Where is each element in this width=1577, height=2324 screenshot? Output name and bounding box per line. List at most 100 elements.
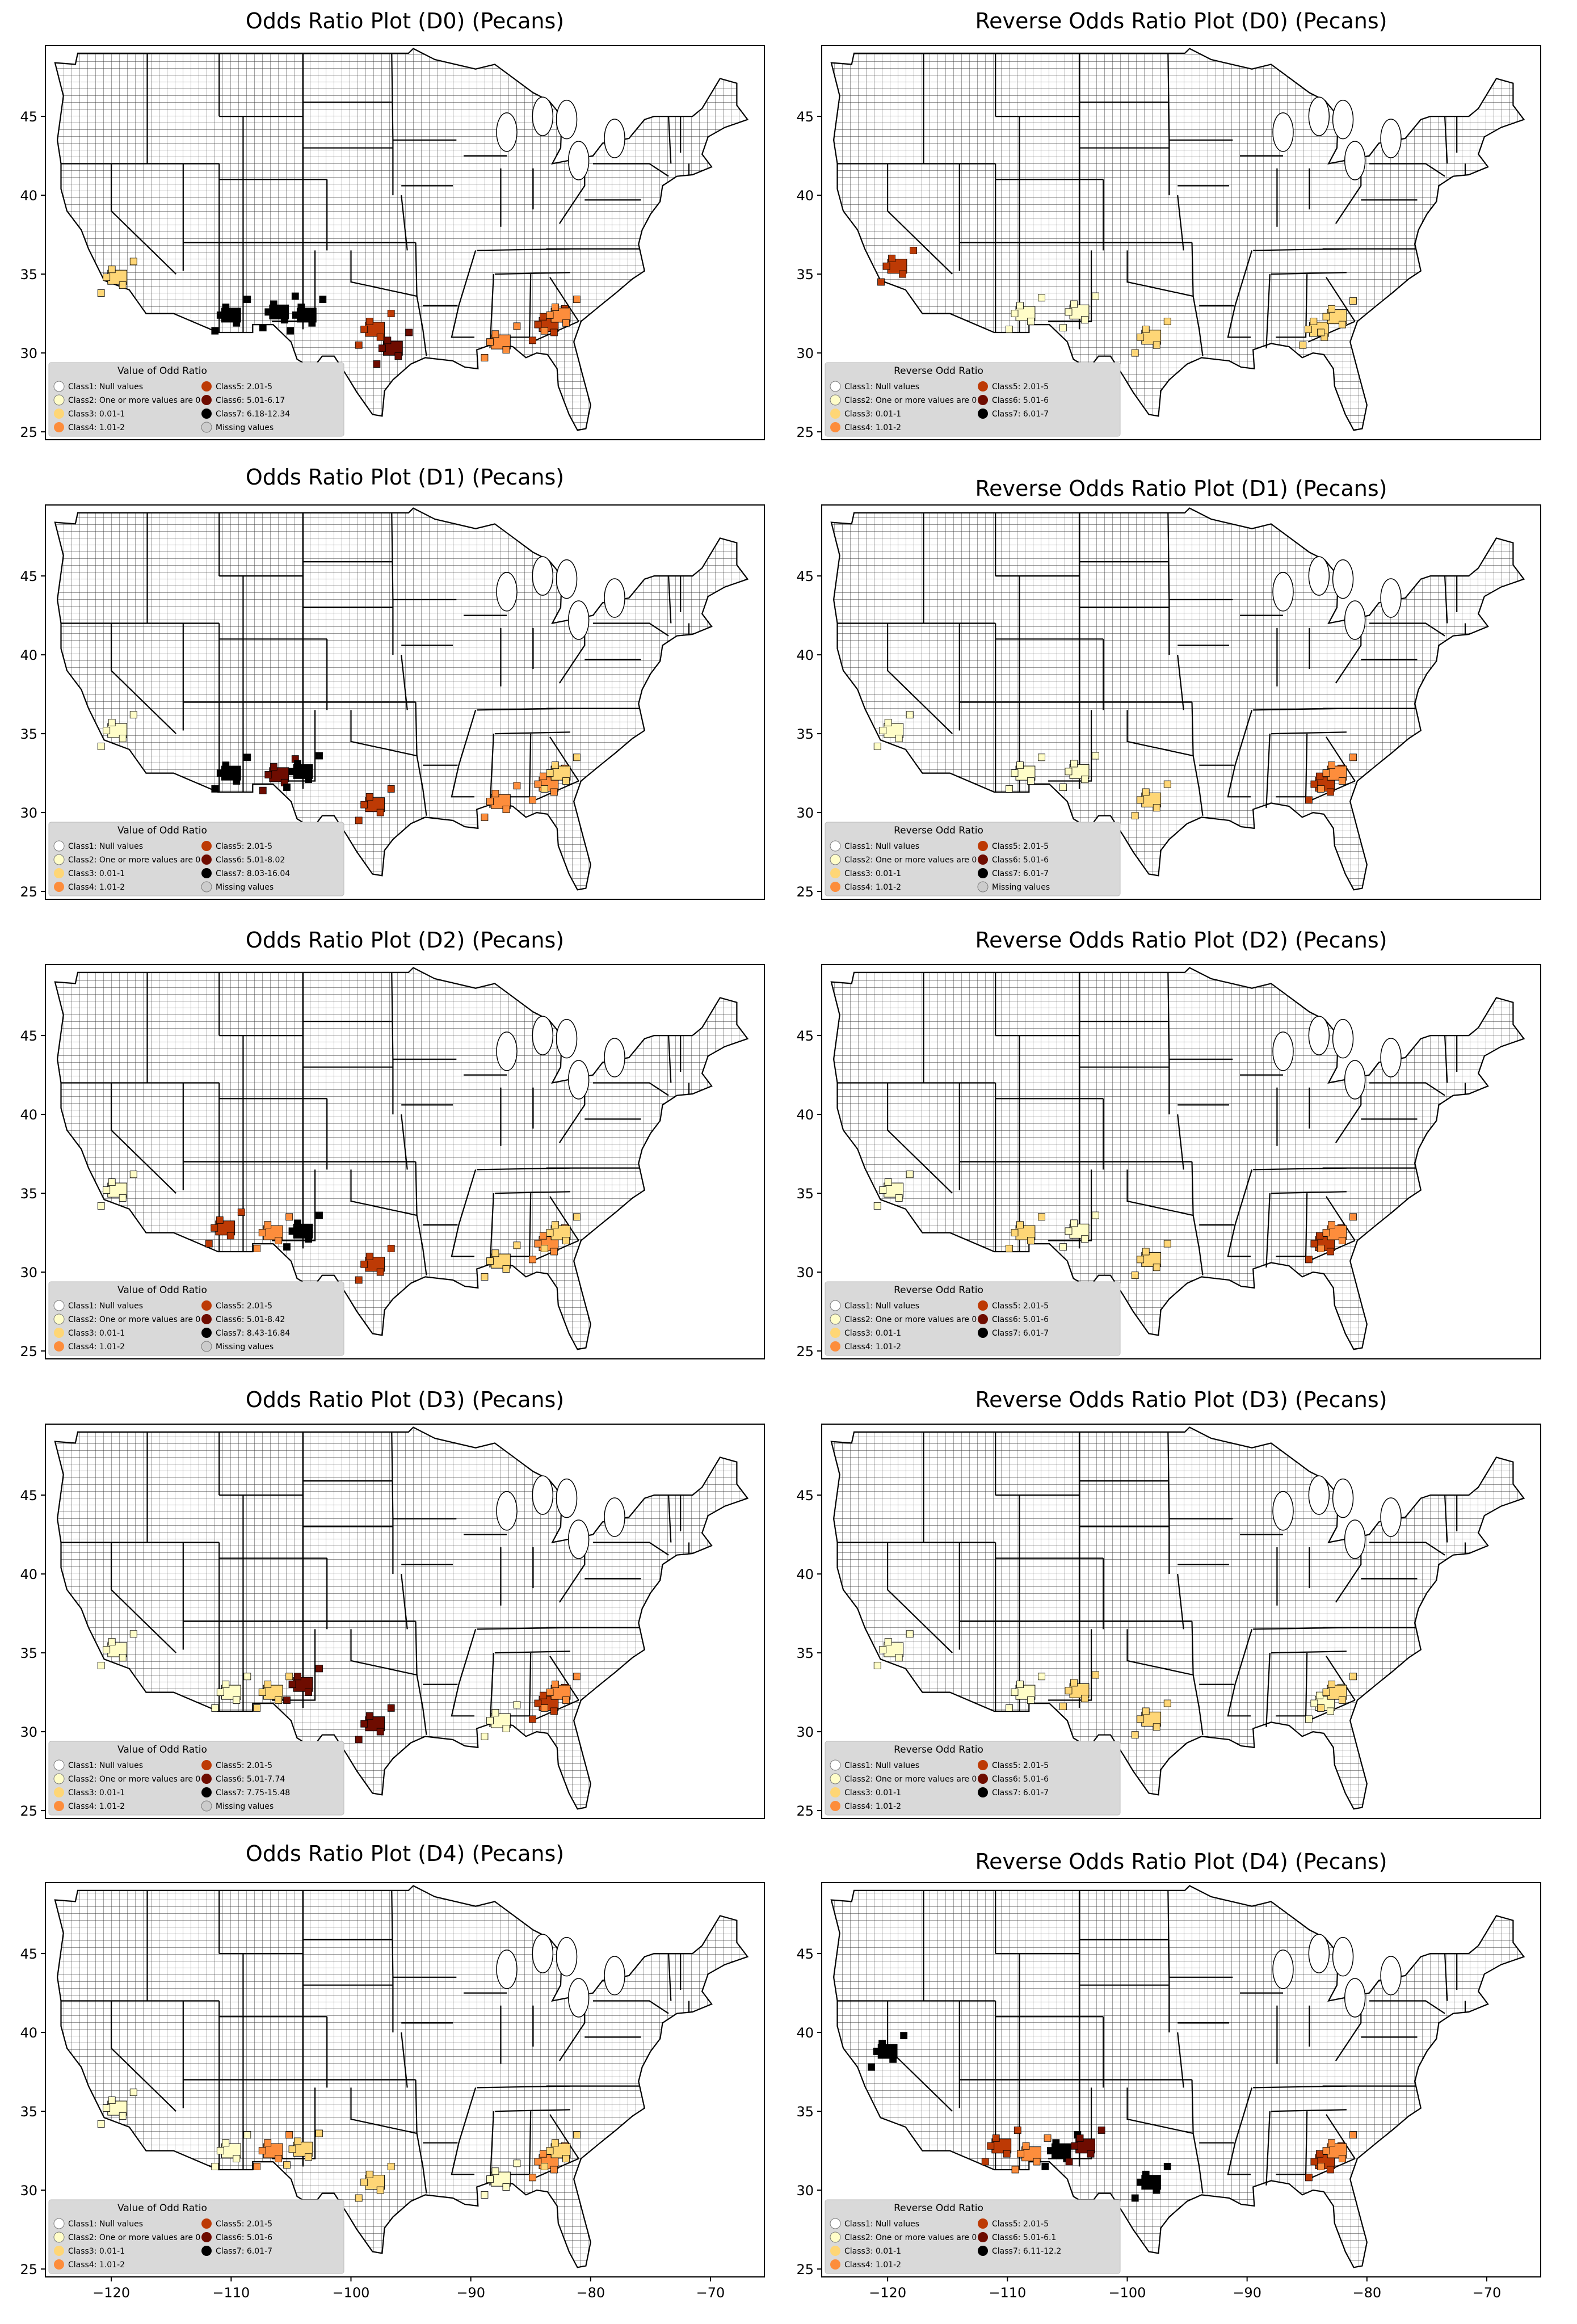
county-cell: [258, 1689, 266, 1696]
y-tick-label: 30: [796, 346, 814, 361]
county-cell: [888, 254, 895, 262]
lake: [567, 1978, 590, 2018]
state-boundary: [1369, 622, 1445, 637]
county-cell: [1011, 310, 1019, 317]
panel-title: Reverse Odds Ratio Plot (D0) (Pecans): [975, 9, 1387, 33]
legend-label: Missing values: [216, 1342, 274, 1352]
legend-marker: [201, 841, 212, 851]
y-tick-label: 25: [796, 2262, 814, 2277]
county-cell: [103, 2104, 111, 2112]
county-cell: [294, 760, 301, 768]
county-cell: [987, 2142, 995, 2150]
county-cell: [539, 1232, 547, 1240]
county-cell: [1327, 1248, 1334, 1256]
county-cell: [211, 1224, 218, 1232]
map-body: [54, 1885, 749, 2268]
county-cell: [1339, 2155, 1346, 2162]
state-boundary: [1369, 2000, 1445, 2014]
county-cell: [283, 1696, 291, 1704]
county-cell: [541, 1244, 548, 1252]
legend-marker: [201, 1787, 212, 1797]
lake: [556, 559, 578, 599]
panel-title: Reverse Odds Ratio Plot (D3) (Pecans): [975, 1387, 1387, 1412]
legend-marker: [830, 1787, 840, 1797]
county-cell: [253, 1704, 261, 1712]
county-cell: [216, 311, 224, 319]
lake: [556, 1018, 578, 1059]
county-cell: [387, 785, 395, 793]
state-boundary: [1227, 2087, 1253, 2175]
county-cell: [355, 816, 363, 824]
state-boundary: [451, 250, 477, 338]
county-cell: [1328, 305, 1335, 313]
legend: Reverse Odd Ratio Class1: Null values Clas…: [825, 822, 1121, 896]
county-cell: [1163, 1240, 1171, 1248]
county-cell: [1327, 788, 1334, 796]
county-cell: [365, 1252, 373, 1260]
state-boundary: [1369, 1082, 1445, 1096]
legend-label: Class7: 6.01-7: [992, 1329, 1049, 1338]
legend-label: Class2: One or more values are 0: [844, 1315, 977, 1324]
lake: [1344, 1060, 1366, 1100]
county-cell: [878, 2040, 886, 2047]
legend-label: Class7: 6.01-7: [216, 2247, 272, 2256]
state-boundary: [1265, 2111, 1271, 2186]
legend-marker: [53, 394, 65, 406]
state-boundary: [1177, 654, 1184, 710]
county-cell: [97, 742, 105, 750]
county-cell: [365, 318, 373, 325]
county-cell: [216, 2147, 224, 2155]
lake: [1332, 559, 1354, 599]
state-boundary: [593, 622, 669, 637]
lake: [496, 112, 518, 152]
state-boundary: [1271, 2109, 1347, 2112]
legend-marker: [830, 1773, 841, 1784]
county-cell: [237, 1209, 245, 1216]
legend-label: Class7: 6.01-7: [992, 410, 1049, 419]
legend-label: Class3: 0.01-1: [844, 410, 901, 419]
state-boundary: [668, 1035, 672, 1083]
y-tick-label: 40: [20, 2025, 37, 2041]
county-cell: [316, 1211, 323, 1219]
y-tick-label: 25: [20, 884, 37, 900]
county-cell: [119, 1194, 127, 1202]
county-cell: [1142, 1707, 1150, 1715]
legend-label: Class5: 2.01-5: [216, 382, 272, 391]
map-body: [54, 48, 749, 431]
county-cell: [294, 1673, 301, 1681]
state-boundary: [1276, 274, 1308, 338]
lake: [556, 99, 578, 140]
legend-label: Class3: 0.01-1: [68, 1788, 125, 1797]
lake: [604, 1497, 625, 1537]
legend-marker: [978, 381, 988, 391]
county-cell: [1046, 2147, 1054, 2155]
county-cell: [481, 814, 489, 821]
legend-marker: [201, 881, 212, 892]
county-cell: [1065, 1227, 1073, 1235]
state-boundary: [549, 2114, 579, 2159]
county-cell: [97, 1661, 105, 1669]
county-cell: [1322, 2147, 1330, 2155]
county-cell: [108, 719, 116, 727]
county-cell: [285, 1673, 293, 1681]
legend-box: [48, 822, 344, 896]
county-cell: [305, 2153, 312, 2161]
y-tick-label: 35: [20, 726, 37, 742]
county-cell: [1131, 812, 1139, 820]
county-cell: [291, 292, 299, 300]
county-cell: [1006, 785, 1013, 793]
county-cell: [287, 327, 295, 335]
legend-marker: [53, 1773, 65, 1784]
county-cell: [376, 809, 384, 816]
county-cell: [1092, 1671, 1099, 1679]
lake: [532, 96, 554, 136]
county-cell: [275, 1696, 283, 1704]
panel-title: Odds Ratio Plot (D1) (Pecans): [246, 465, 564, 490]
map-body: [830, 967, 1525, 1350]
state-boundary: [494, 2109, 570, 2112]
legend-label: Class6: 5.01-6: [992, 1315, 1049, 1324]
legend-label: Class7: 6.11-12.2: [992, 2247, 1061, 2256]
county-cell: [528, 336, 536, 344]
legend-label: Missing values: [216, 423, 274, 432]
